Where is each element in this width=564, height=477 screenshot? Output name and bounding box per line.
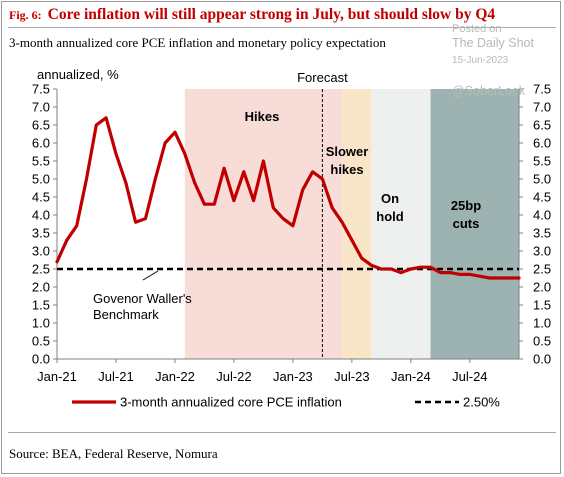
y-tick-label-left-7: 3.5 — [32, 226, 50, 241]
legend-label-benchmark: 2.50% — [463, 395, 500, 410]
x-tick-label-5: Jul-23 — [334, 369, 369, 384]
bottom-rule — [8, 432, 556, 433]
y-tick-label-left-10: 5.0 — [32, 172, 50, 187]
y-tick-label-left-6: 3.0 — [32, 244, 50, 259]
chart-title: Fig. 6: Core inflation will still appear … — [9, 6, 495, 24]
y-axis-label: annualized, % — [37, 67, 119, 82]
regime-label-3-1: cuts — [453, 216, 480, 231]
y-tick-label-right-0: 0.0 — [533, 352, 551, 367]
y-tick-label-right-6: 3.0 — [533, 244, 551, 259]
y-tick-label-left-3: 1.5 — [32, 298, 50, 313]
y-tick-label-right-14: 7.0 — [533, 100, 551, 115]
y-tick-label-left-9: 4.5 — [32, 190, 50, 205]
y-tick-label-right-5: 2.5 — [533, 262, 551, 277]
watermark-posted-on: Posted on — [452, 23, 502, 35]
annotation-line-1: Benchmark — [93, 307, 159, 322]
y-tick-label-left-1: 0.5 — [32, 334, 50, 349]
regime-label-1-0: Slower — [326, 144, 369, 159]
regime-band-3 — [430, 89, 519, 359]
regime-band-0 — [184, 89, 343, 359]
y-tick-label-right-2: 1.0 — [533, 316, 551, 331]
y-tick-label-left-5: 2.5 — [32, 262, 50, 277]
y-tick-label-left-13: 6.5 — [32, 118, 50, 133]
forecast-label: Forecast — [297, 70, 348, 85]
x-tick-label-4: Jan-23 — [273, 369, 313, 384]
y-tick-label-right-8: 4.0 — [533, 208, 551, 223]
y-tick-label-right-7: 3.5 — [533, 226, 551, 241]
y-tick-label-left-11: 5.5 — [32, 154, 50, 169]
y-tick-label-right-4: 2.0 — [533, 280, 551, 295]
y-tick-label-right-11: 5.5 — [533, 154, 551, 169]
y-tick-label-right-15: 7.5 — [533, 82, 551, 97]
y-tick-label-left-14: 7.0 — [32, 100, 50, 115]
y-tick-label-right-3: 1.5 — [533, 298, 551, 313]
top-rule — [8, 27, 556, 28]
watermark-site: The Daily Shot — [452, 36, 534, 50]
legend-label-core-pce: 3-month annualized core PCE inflation — [120, 395, 342, 410]
regime-label-2-0: On — [381, 191, 399, 206]
regime-band-1 — [342, 89, 372, 359]
y-tick-label-left-8: 4.0 — [32, 208, 50, 223]
figure-label: Fig. 6: — [9, 8, 42, 22]
y-tick-label-right-10: 5.0 — [533, 172, 551, 187]
title-text: Core inflation will still appear strong … — [47, 6, 496, 23]
regime-label-2-1: hold — [376, 209, 403, 224]
regime-label-1-1: hikes — [330, 162, 363, 177]
y-tick-label-right-1: 0.5 — [533, 334, 551, 349]
annotation-line-0: Govenor Waller's — [93, 291, 192, 306]
regime-label-0-0: Hikes — [245, 109, 280, 124]
regime-label-3-0: 25bp — [451, 198, 481, 213]
y-tick-label-left-0: 0.0 — [32, 352, 50, 367]
source-note: Source: BEA, Federal Reserve, Nomura — [9, 446, 218, 461]
x-tick-label-6: Jan-24 — [391, 369, 431, 384]
x-tick-label-1: Jul-21 — [98, 369, 133, 384]
y-tick-label-right-9: 4.5 — [533, 190, 551, 205]
y-tick-label-right-13: 6.5 — [533, 118, 551, 133]
x-tick-label-3: Jul-22 — [216, 369, 251, 384]
watermark-handle: @SoberLook — [452, 84, 526, 98]
y-tick-label-left-15: 7.5 — [32, 82, 50, 97]
x-tick-label-7: Jul-24 — [452, 369, 487, 384]
y-tick-label-left-2: 1.0 — [32, 316, 50, 331]
annotation-leader — [142, 270, 159, 281]
y-tick-label-right-12: 6.0 — [533, 136, 551, 151]
x-tick-label-2: Jan-22 — [155, 369, 195, 384]
regime-band-2 — [371, 89, 431, 359]
y-tick-label-left-12: 6.0 — [32, 136, 50, 151]
chart-subtitle: 3-month annualized core PCE inflation an… — [9, 35, 386, 50]
watermark-date: 15-Jun-2023 — [452, 55, 509, 66]
x-tick-label-0: Jan-21 — [37, 369, 77, 384]
y-tick-label-left-4: 2.0 — [32, 280, 50, 295]
core-pce-line — [55, 116, 521, 280]
